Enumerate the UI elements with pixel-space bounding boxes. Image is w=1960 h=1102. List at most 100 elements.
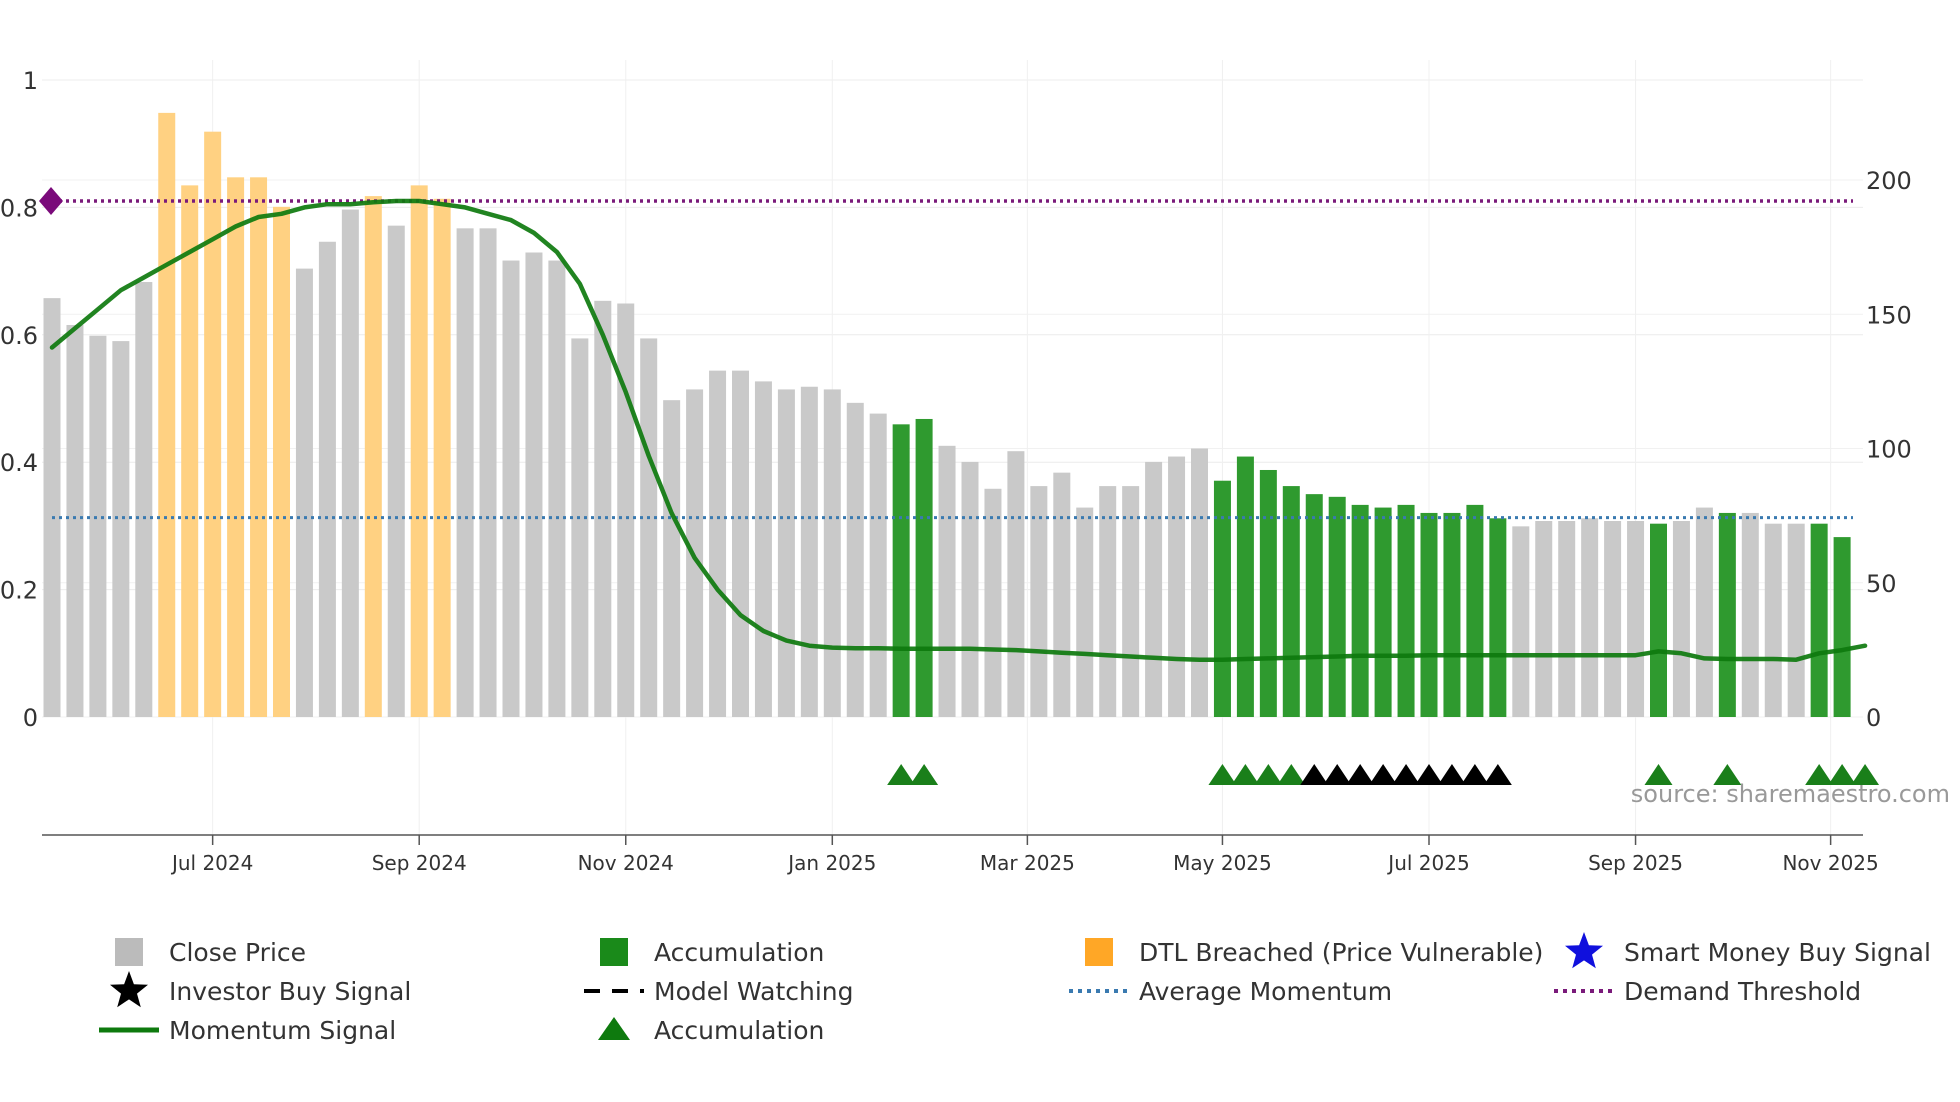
legend-item: Smart Money Buy Signal	[1565, 932, 1931, 969]
price-bar	[112, 341, 130, 717]
x-tick-label: Jan 2025	[786, 851, 876, 875]
investor-buy-marker	[1323, 764, 1352, 785]
legend-swatch	[600, 938, 628, 966]
legend-swatch	[115, 938, 143, 966]
price-bar	[1535, 520, 1553, 717]
bars-layer	[43, 112, 1851, 718]
price-bar	[938, 445, 956, 717]
investor-buy-marker	[1300, 764, 1329, 785]
price-bar	[1030, 486, 1048, 717]
price-bar	[663, 400, 681, 717]
legend-label: Demand Threshold	[1624, 977, 1861, 1006]
left-tick-label: 0.6	[0, 322, 38, 350]
price-bar	[1650, 523, 1667, 717]
price-bar	[800, 386, 818, 717]
price-bar	[823, 389, 841, 717]
legend-swatch	[598, 1017, 630, 1040]
price-bar	[341, 209, 359, 717]
price-bar	[135, 282, 153, 717]
price-bar	[1627, 520, 1645, 717]
price-bar	[318, 241, 336, 717]
left-tick-label: 0	[23, 704, 38, 732]
investor-buy-marker	[1346, 764, 1375, 785]
accumulation-marker	[1713, 764, 1742, 785]
accumulation-marker	[1644, 764, 1673, 785]
price-bar	[1558, 520, 1576, 717]
legend-item: Accumulation	[598, 1016, 824, 1045]
price-bar	[1236, 456, 1254, 717]
legend-swatch	[110, 971, 148, 1008]
left-tick-label: 0.2	[0, 577, 38, 605]
x-tick-label: Jul 2025	[1386, 851, 1469, 875]
price-bar	[1122, 486, 1140, 717]
investor-buy-marker	[1460, 764, 1489, 785]
price-bar	[250, 177, 268, 717]
price-bar	[273, 206, 290, 717]
price-bar	[1259, 469, 1277, 717]
x-tick-label: Mar 2025	[980, 851, 1075, 875]
legend-label: Smart Money Buy Signal	[1624, 938, 1931, 967]
legend-item: DTL Breached (Price Vulnerable)	[1085, 938, 1543, 967]
right-tick-label: 150	[1866, 301, 1912, 329]
price-bar	[1489, 518, 1507, 717]
price-bar	[915, 418, 933, 717]
price-bar	[1053, 472, 1071, 717]
x-tick-label: Jul 2024	[170, 851, 253, 875]
price-bar	[387, 225, 405, 717]
price-bar	[754, 381, 772, 717]
price-bar	[1443, 512, 1461, 717]
price-bar	[777, 389, 795, 717]
accumulation-marker	[1231, 764, 1260, 785]
lines-layer	[49, 198, 1868, 662]
price-bar	[1168, 456, 1186, 717]
price-bar	[571, 338, 589, 717]
price-bar	[1305, 494, 1323, 717]
price-bar	[869, 413, 887, 717]
price-bar	[1810, 523, 1828, 717]
right-tick-label: 50	[1866, 570, 1897, 598]
price-bar	[1420, 512, 1438, 717]
demand-threshold-marker	[39, 187, 63, 216]
price-bar	[502, 260, 520, 717]
price-bar	[1328, 496, 1346, 717]
price-bar	[227, 177, 245, 717]
price-bar	[433, 198, 451, 718]
price-bar	[204, 131, 222, 718]
investor-buy-marker	[1437, 764, 1466, 785]
price-bar	[1374, 507, 1392, 717]
price-bar	[1191, 448, 1208, 717]
price-bar	[525, 252, 543, 717]
accumulation-marker	[1277, 764, 1306, 785]
price-bar	[158, 112, 176, 717]
left-tick-label: 1	[23, 67, 38, 95]
legend-swatch	[1085, 938, 1113, 966]
legend-label: Investor Buy Signal	[169, 977, 411, 1006]
legend-label: Close Price	[169, 938, 306, 967]
price-bar	[732, 370, 749, 717]
price-bar	[89, 335, 107, 717]
price-bar	[984, 488, 1002, 717]
price-bar	[1351, 504, 1369, 717]
legend-item: Accumulation	[600, 938, 824, 967]
momentum-signal-line	[49, 198, 1868, 662]
legend-item: Momentum Signal	[99, 1016, 396, 1045]
price-bar	[1718, 512, 1736, 717]
right-tick-label: 100	[1866, 436, 1912, 464]
price-bar	[43, 298, 61, 717]
accumulation-marker	[1254, 764, 1283, 785]
price-bar	[1787, 523, 1805, 717]
legend: Close Price Accumulation DTL Breached (Pri…	[99, 932, 1931, 1045]
price-bar	[1741, 512, 1759, 717]
price-bar	[456, 228, 474, 717]
axes-layer: 0 0.2 0.4 0.6 0.8 1 0 50 100 150 200 Jul 2024 Sep 20…	[0, 67, 1912, 875]
legend-label: DTL Breached (Price Vulnerable)	[1139, 938, 1543, 967]
price-bar	[1764, 523, 1782, 717]
right-tick-label: 0	[1866, 704, 1881, 732]
price-bar	[1397, 504, 1415, 717]
price-bar	[1672, 520, 1690, 717]
legend-label: Accumulation	[654, 938, 824, 967]
price-bar	[66, 324, 84, 717]
price-bar	[479, 228, 497, 717]
price-bar	[1833, 537, 1851, 717]
x-tick-label: Nov 2024	[578, 851, 674, 875]
